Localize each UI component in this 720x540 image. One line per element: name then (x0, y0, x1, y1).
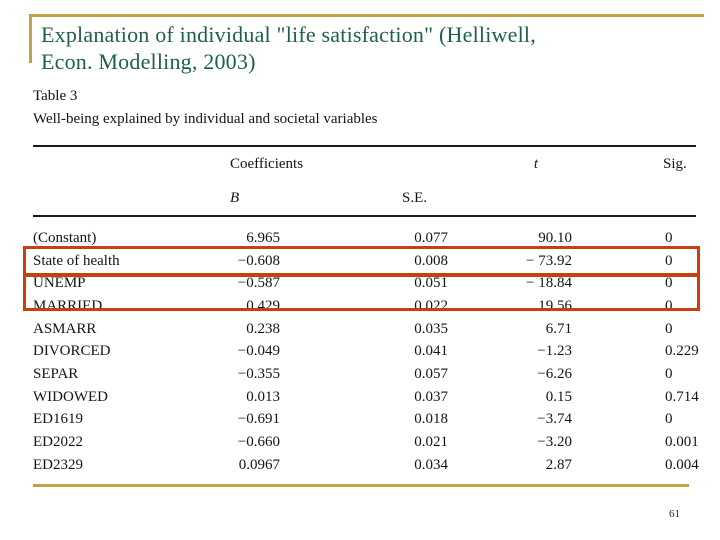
highlight-box-unemp (23, 273, 700, 311)
header-se: S.E. (402, 190, 428, 206)
table-row: UNEMP −0.587 0.051 − 18.84 0 (33, 272, 696, 295)
cell-se: 0.008 (414, 252, 448, 269)
header-coefficients: Coefficients (230, 156, 304, 172)
header-spacer (33, 190, 230, 207)
cell-t: 6.71 (545, 320, 572, 337)
cell-label: UNEMP (33, 275, 86, 292)
cell-t: 2.87 (545, 456, 572, 473)
cell-se: 0.021 (414, 434, 448, 451)
cell-label: ED1619 (33, 411, 83, 428)
cell-b: −0.587 (237, 275, 280, 292)
cell-label: WIDOWED (33, 388, 108, 405)
cell-se: 0.057 (414, 365, 448, 382)
table-body: (Constant) 6.965 0.077 90.10 0 State of healt… (33, 227, 699, 477)
table-row: WIDOWED 0.013 0.037 0.15 0.714 (33, 386, 699, 409)
cell-label: DIVORCED (33, 343, 111, 360)
cell-t: 90.10 (538, 229, 572, 246)
cell-b: 0.013 (246, 388, 280, 405)
cell-sig: 0 (665, 229, 673, 246)
table-caption: Well-being explained by individual and s… (33, 111, 378, 127)
table-row: (Constant) 6.965 0.077 90.10 0 (33, 227, 696, 250)
cell-sig: 0.001 (665, 434, 699, 451)
header-spacer (448, 190, 572, 207)
slide-title: Explanation of individual "life satisfac… (41, 21, 701, 75)
cell-b: −0.660 (237, 434, 280, 451)
table-header-row-1: Coefficients t Sig. (33, 156, 696, 173)
cell-se: 0.037 (414, 388, 448, 405)
gold-top-rule (30, 14, 704, 17)
table-row: ED1619 −0.691 0.018 −3.74 0 (33, 409, 696, 432)
header-b: B (230, 190, 240, 206)
cell-se: 0.041 (414, 343, 448, 360)
cell-label: State of health (33, 252, 120, 269)
table-row: DIVORCED −0.049 0.041 −1.23 0.229 (33, 340, 699, 363)
cell-sig: 0 (665, 275, 673, 292)
cell-sig: 0 (665, 252, 673, 269)
table-row: ED2329 0.0967 0.034 2.87 0.004 (33, 454, 699, 477)
table-row: State of health −0.608 0.008 − 73.92 0 (33, 250, 696, 273)
cell-label: ASMARR (33, 320, 97, 337)
cell-b: −0.691 (237, 411, 280, 428)
gold-left-accent (29, 14, 32, 63)
cell-sig: 0 (665, 297, 673, 314)
table-number-label: Table 3 (33, 88, 78, 104)
cell-sig: 0 (665, 365, 673, 382)
cell-sig: 0 (665, 320, 673, 337)
table-row: ED2022 −0.660 0.021 −3.20 0.001 (33, 431, 699, 454)
cell-b: 0.238 (246, 320, 280, 337)
cell-t: 0.15 (545, 388, 572, 405)
header-spacer (572, 190, 696, 207)
slide-page-number: 61 (669, 508, 680, 520)
cell-b: 0.0967 (238, 456, 280, 473)
cell-se: 0.018 (414, 411, 448, 428)
cell-t: −3.20 (537, 434, 572, 451)
cell-label: (Constant) (33, 229, 97, 246)
cell-label: SEPAR (33, 365, 79, 382)
cell-sig: 0.004 (665, 456, 699, 473)
table-row: SEPAR −0.355 0.057 −6.26 0 (33, 363, 696, 386)
cell-label: ED2329 (33, 456, 83, 473)
cell-b: −0.049 (237, 343, 280, 360)
cell-t: −6.26 (537, 365, 572, 382)
slide-title-line2: Econ. Modelling, 2003) (41, 49, 256, 74)
header-sig: Sig. (663, 156, 687, 172)
cell-label: ED2022 (33, 434, 83, 451)
cell-sig: 0.714 (665, 388, 699, 405)
cell-b: −0.355 (237, 365, 280, 382)
cell-t: − 73.92 (526, 252, 572, 269)
cell-se: 0.077 (414, 229, 448, 246)
cell-b: −0.608 (237, 252, 280, 269)
cell-se: 0.051 (414, 275, 448, 292)
cell-se: 0.034 (414, 456, 448, 473)
header-t: t (533, 156, 538, 172)
cell-sig: 0.229 (665, 343, 699, 360)
table-mid-rule (33, 215, 696, 217)
cell-b: 6.965 (246, 229, 280, 246)
slide-title-line1: Explanation of individual "life satisfac… (41, 22, 536, 47)
cell-sig: 0 (665, 411, 673, 428)
cell-t: −1.23 (537, 343, 572, 360)
table-header-row-2: B S.E. (33, 190, 696, 207)
cell-t: − 18.84 (526, 275, 572, 292)
table-row: ASMARR 0.238 0.035 6.71 0 (33, 318, 696, 341)
header-spacer (33, 156, 230, 173)
cell-t: −3.74 (537, 411, 572, 428)
gold-bottom-rule (33, 484, 689, 487)
table-top-rule (33, 145, 696, 147)
cell-se: 0.035 (414, 320, 448, 337)
